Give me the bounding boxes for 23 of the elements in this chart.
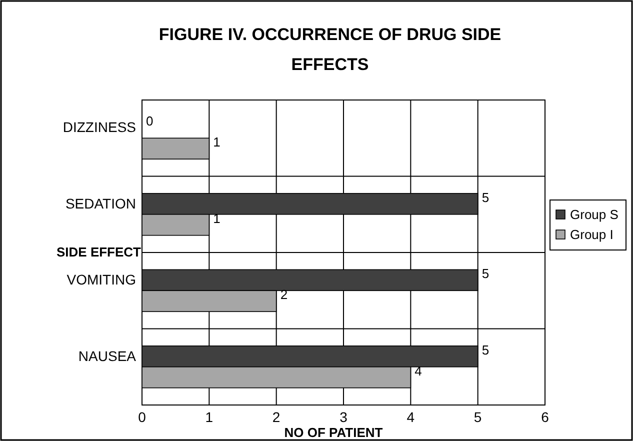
x-axis-title: NO OF PATIENT xyxy=(284,425,383,440)
data-label: 5 xyxy=(482,190,490,205)
y-axis-title: SIDE EFFECT xyxy=(56,244,142,260)
x-tick-label: 3 xyxy=(340,409,348,425)
chart-title: FIGURE IV. OCCURRENCE OF DRUG SIDE EFFECTS xyxy=(158,25,502,74)
y-tick-label: VOMITING xyxy=(66,272,136,288)
data-label: 5 xyxy=(482,266,490,282)
data-label: 0 xyxy=(146,114,154,129)
data-label: 1 xyxy=(213,134,220,150)
x-tick-label: 1 xyxy=(205,409,214,425)
x-tick-label: 6 xyxy=(541,409,550,425)
x-tick-label: 5 xyxy=(474,409,482,425)
data-label: 4 xyxy=(414,363,422,378)
legend-label: Group I xyxy=(570,227,614,242)
y-tick-label: NAUSEA xyxy=(78,348,137,364)
data-label: 5 xyxy=(482,342,490,358)
x-tick-label: 2 xyxy=(272,409,280,425)
legend-label: Group S xyxy=(570,207,619,222)
x-tick-label: 0 xyxy=(138,409,146,425)
y-tick-label: DIZZINESS xyxy=(62,119,136,136)
data-label: 1 xyxy=(213,210,220,226)
y-tick-label: SEDATION xyxy=(65,195,136,212)
x-tick-label: 4 xyxy=(406,409,415,425)
